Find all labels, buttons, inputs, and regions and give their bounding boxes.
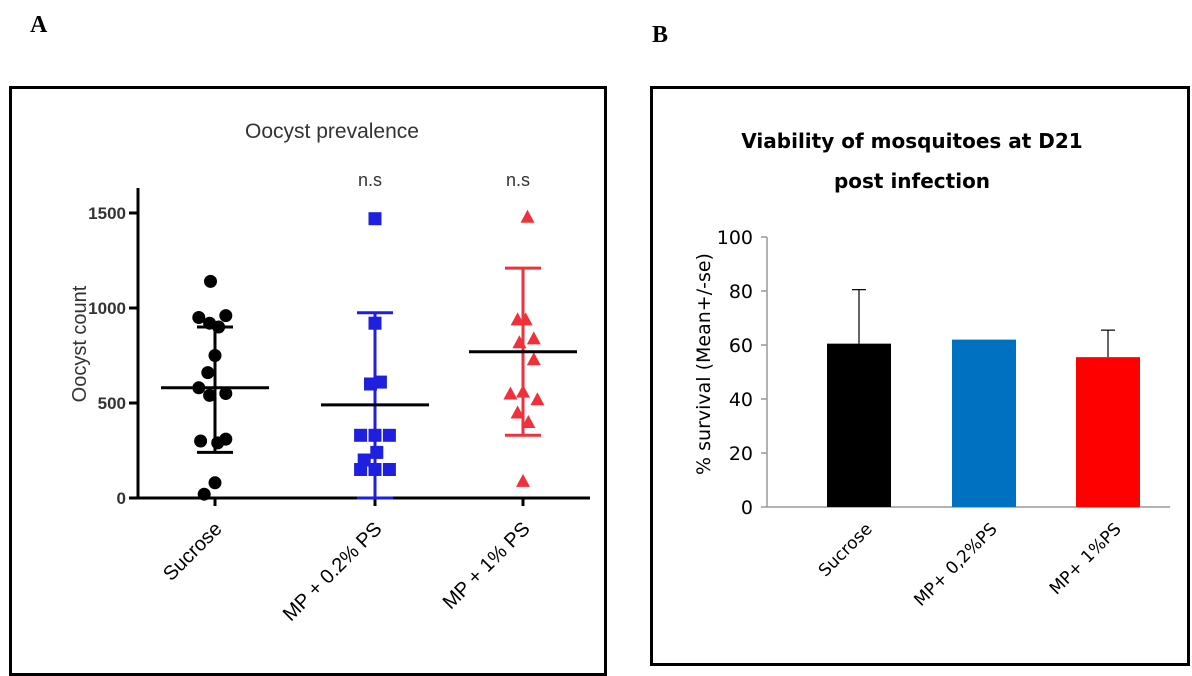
data-point [510, 405, 525, 419]
y-tick-label: 0 [741, 497, 753, 519]
data-point [521, 415, 536, 428]
y-tick-label: 60 [729, 335, 753, 357]
x-category-label: MP + 1% PS [439, 518, 535, 614]
x-category-label: MP+ 0,2%PS [910, 519, 1001, 610]
data-point [208, 349, 222, 362]
chart-b-y-axis-label: % survival (Mean+/-se) [693, 253, 715, 475]
data-point [203, 388, 217, 402]
oocyst-scatter-chart: Oocyst prevalence Oocyst count 0 500 1000 1… [69, 120, 590, 626]
data-point [354, 428, 368, 442]
y-tick-label: 1000 [88, 299, 126, 318]
data-point [373, 375, 387, 389]
data-point [526, 331, 541, 345]
data-point [368, 428, 382, 442]
data-point [516, 473, 530, 487]
bar [952, 339, 1016, 507]
x-category-label: Sucrose [815, 519, 877, 581]
viability-bar-chart: Viability of mosquitoes at D21 post infe… [693, 129, 1170, 610]
chart-b-title-line2: post infection [834, 169, 990, 193]
data-point [192, 311, 206, 324]
data-point [201, 366, 215, 380]
x-category-label: MP + 0.2% PS [279, 518, 387, 626]
data-point [382, 428, 396, 442]
data-point [520, 209, 535, 223]
chart-b-title-line1: Viability of mosquitoes at D21 [741, 129, 1082, 153]
data-point [208, 476, 222, 490]
data-point [194, 434, 208, 448]
y-tick-label: 500 [98, 394, 126, 413]
data-point [503, 386, 518, 400]
data-point [368, 463, 382, 476]
panel-label-a: A [30, 12, 48, 38]
data-point [204, 274, 217, 288]
data-point [212, 320, 226, 334]
y-tick-label: 0 [117, 489, 126, 508]
significance-label: n.s [506, 170, 530, 190]
data-point [219, 387, 233, 400]
y-tick-label: 20 [729, 443, 753, 465]
data-point [530, 392, 545, 406]
y-tick-label: 100 [717, 227, 753, 249]
data-point [219, 309, 233, 323]
chart-b-frame [650, 86, 1190, 666]
x-category-label: Sucrose [159, 518, 226, 585]
y-tick-label: 80 [729, 281, 753, 303]
x-category-label: MP+ 1%PS [1046, 519, 1126, 599]
panel-label-b: B [652, 22, 669, 48]
y-tick-label: 1500 [88, 204, 126, 223]
data-point [518, 312, 533, 326]
data-point [512, 335, 527, 349]
data-point [370, 445, 384, 459]
significance-label: n.s [358, 170, 382, 190]
data-point [354, 463, 368, 476]
data-point [526, 352, 541, 366]
bar [827, 343, 891, 507]
data-point [368, 316, 382, 330]
data-point [382, 463, 396, 476]
data-point [368, 212, 382, 226]
chart-a-title: Oocyst prevalence [245, 120, 419, 143]
data-point [197, 487, 211, 501]
bar [1076, 357, 1140, 507]
data-point [516, 384, 530, 398]
chart-a-y-axis-label: Oocyst count [69, 285, 91, 402]
y-tick-label: 40 [729, 389, 753, 411]
data-point [219, 432, 233, 446]
data-point [364, 377, 377, 391]
